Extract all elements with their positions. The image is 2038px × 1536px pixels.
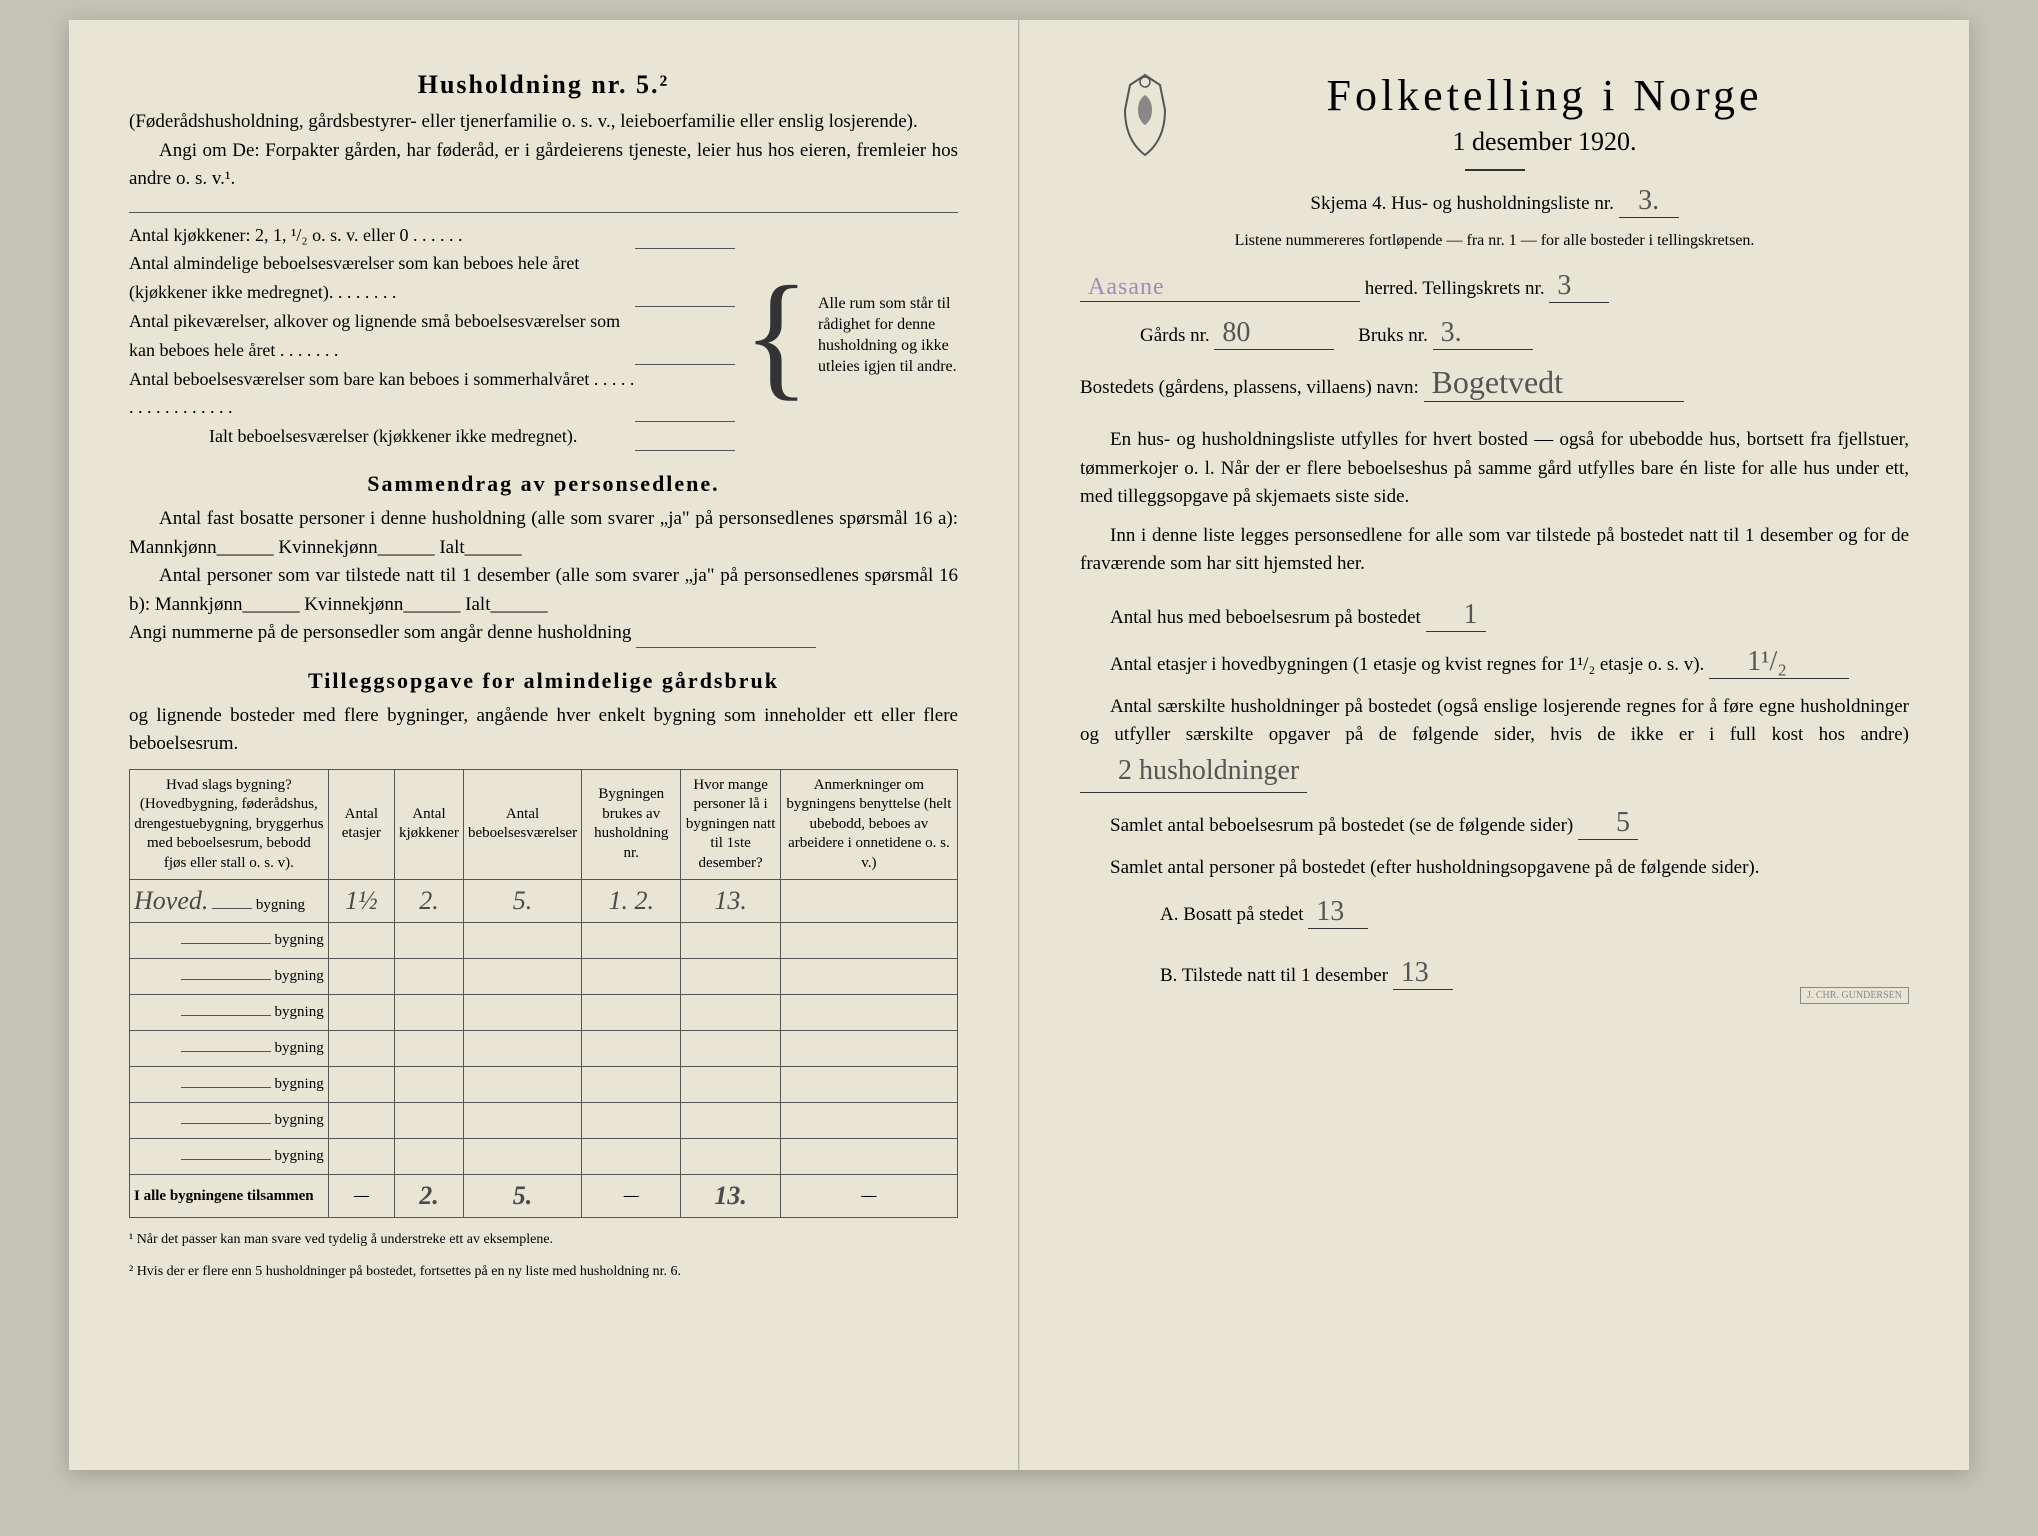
bosted-line: Bostedets (gårdens, plassens, villaens) … [1080, 364, 1909, 402]
table-row: Hoved. bygning 1½ 2. 5. 1. 2. 13. [130, 880, 958, 923]
footnote-2: ² Hvis der er flere enn 5 husholdninger … [129, 1262, 958, 1282]
room-line: Antal almindelige beboelsesværelser som … [129, 249, 735, 307]
household-heading: Husholdning nr. 5.² [129, 70, 958, 100]
antal-hus-line: Antal hus med beboelsesrum på bostedet 1 [1080, 599, 1909, 632]
skjema-line: Skjema 4. Hus- og husholdningsliste nr. … [1080, 185, 1909, 218]
table-row: bygning [130, 1067, 958, 1103]
footnote-1: ¹ Når det passer kan man svare ved tydel… [129, 1230, 958, 1250]
left-page: Husholdning nr. 5.² (Føderådshusholdning… [69, 20, 1019, 1470]
title-block: Folketelling i Norge 1 desember 1920. Sk… [1080, 70, 1909, 250]
intro-instruction: Angi om De: Forpakter gården, har føderå… [129, 137, 958, 194]
samlet-pers-label: Samlet antal personer på bostedet (efter… [1080, 854, 1909, 883]
samlet-rum-line: Samlet antal beboelsesrum på bostedet (s… [1080, 807, 1909, 840]
room-line: Antal kjøkkener: 2, 1, ¹/₂ o. s. v. elle… [129, 221, 735, 250]
husholdninger-para: Antal særskilte husholdninger på bostede… [1080, 693, 1909, 793]
fill-line [129, 194, 958, 213]
building-table: Hvad slags bygning? (Hovedbygning, føder… [129, 769, 958, 1219]
document-spread: Husholdning nr. 5.² (Føderådshusholdning… [69, 20, 1969, 1470]
tillegg-heading: Tilleggsopgave for almindelige gårdsbruk [129, 668, 958, 694]
tillegg-sub: og lignende bosteder med flere bygninger… [129, 702, 958, 759]
coat-of-arms-icon [1110, 70, 1180, 160]
instructions-para-2: Inn i denne liste legges personsedlene f… [1080, 522, 1909, 579]
table-header-row: Hvad slags bygning? (Hovedbygning, føder… [130, 769, 958, 880]
room-line: Antal pikeværelser, alkover og lignende … [129, 307, 735, 365]
room-line-total: Ialt beboelsesværelser (kjøkkener ikke m… [129, 422, 735, 451]
numbering-note: Listene nummereres fortløpende — fra nr.… [1080, 232, 1909, 250]
summary-line-2: Antal personer som var tilstede natt til… [129, 562, 958, 619]
rooms-brace-group: Antal kjøkkener: 2, 1, ¹/₂ o. s. v. elle… [129, 221, 958, 451]
room-line: Antal beboelsesværelser som bare kan beb… [129, 365, 735, 423]
printer-stamp: J. CHR. GUNDERSEN [1800, 987, 1909, 1004]
summary-line-1: Antal fast bosatte personer i denne hush… [129, 505, 958, 562]
table-row: bygning [130, 959, 958, 995]
summary-heading: Sammendrag av personsedlene. [129, 471, 958, 497]
table-row: bygning [130, 923, 958, 959]
herred-line: Aasane herred. Tellingskrets nr. 3 [1080, 270, 1909, 303]
right-page: Folketelling i Norge 1 desember 1920. Sk… [1019, 20, 1969, 1470]
brace-icon: { [735, 266, 818, 406]
main-title: Folketelling i Norge [1080, 70, 1909, 121]
intro-paren: (Føderådshusholdning, gårdsbestyrer- ell… [129, 108, 958, 137]
bosatt-line: A. Bosatt på stedet 13 [1080, 896, 1909, 929]
gards-line: Gårds nr. 80 Bruks nr. 3. [1080, 317, 1909, 350]
table-row: bygning [130, 1139, 958, 1175]
tilstede-line: B. Tilstede natt til 1 desember 13 [1080, 957, 1453, 990]
summary-line-3: Angi nummerne på de personsedler som ang… [129, 619, 958, 648]
table-row: bygning [130, 995, 958, 1031]
instructions-para-1: En hus- og husholdningsliste utfylles fo… [1080, 426, 1909, 512]
table-row: bygning [130, 1103, 958, 1139]
etasjer-line: Antal etasjer i hovedbygningen (1 etasje… [1080, 646, 1909, 679]
table-row: bygning [130, 1031, 958, 1067]
brace-note: Alle rum som står til rådighet for denne… [818, 294, 958, 377]
divider [1465, 169, 1525, 171]
table-totals-row: I alle bygningene tilsammen — 2. 5. — 13… [130, 1175, 958, 1218]
subtitle: 1 desember 1920. [1080, 127, 1909, 157]
